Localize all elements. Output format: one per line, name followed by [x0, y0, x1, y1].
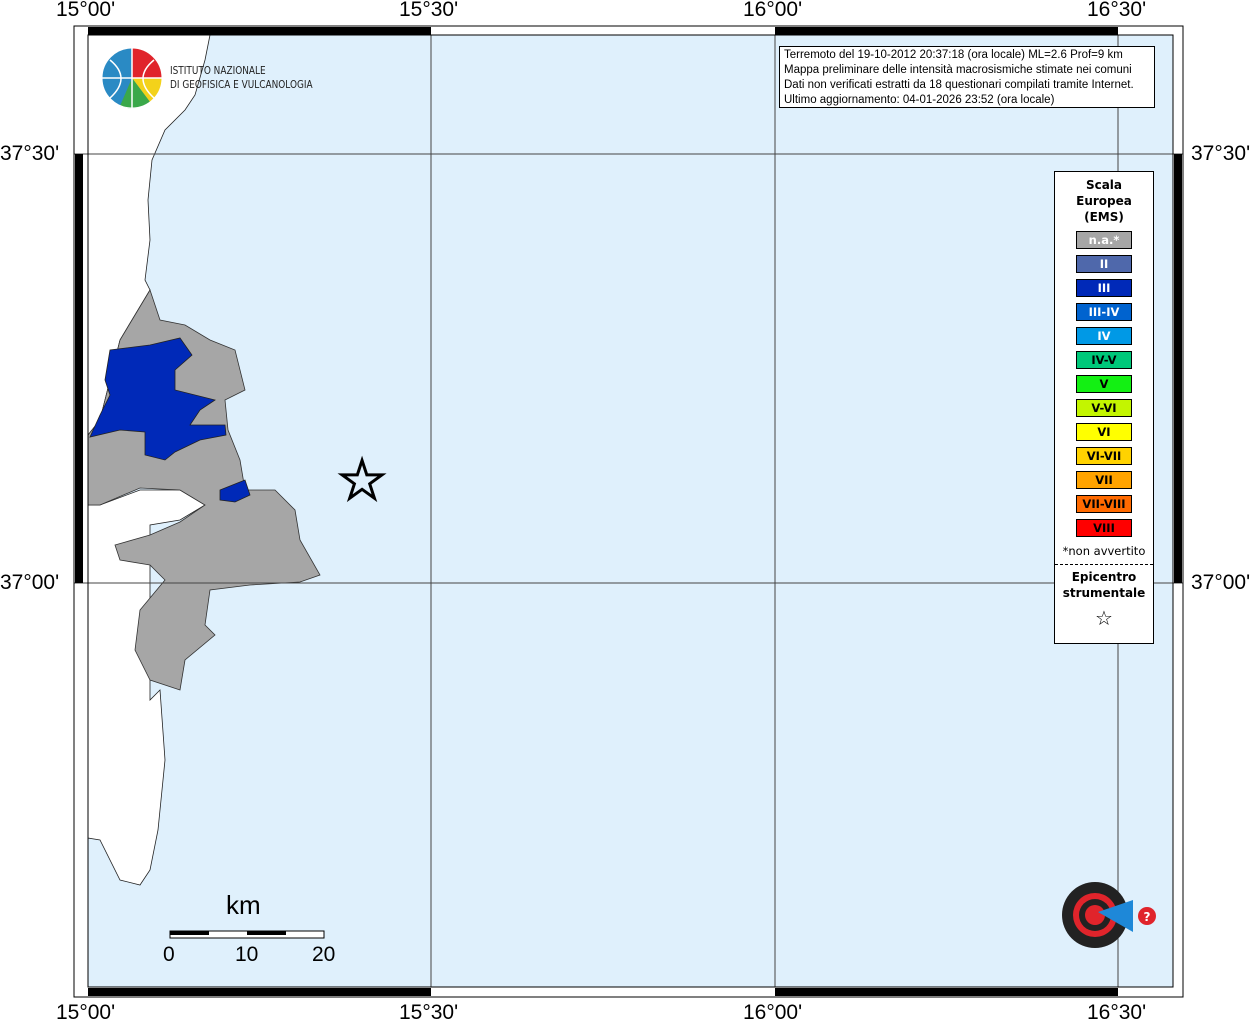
lon-label-bottom-4: 16°30' — [1087, 1001, 1147, 1024]
scale-unit: km — [226, 890, 261, 920]
map-frame — [73, 25, 1184, 998]
epicenter-star-icon: ★ — [339, 451, 386, 511]
haisentito-logo-icon: ? — [1062, 882, 1156, 948]
legend-swatch: VII-VIII — [1076, 495, 1132, 513]
lat-label-right-1: 37°30' — [1191, 142, 1251, 165]
legend-swatch: VI-VII — [1076, 447, 1132, 465]
legend-swatch: III — [1076, 279, 1132, 297]
svg-text:?: ? — [1144, 910, 1151, 924]
info-line-4: Ultimo aggiornamento: 04-01-2026 23:52 (… — [784, 94, 1055, 106]
ingv-line2: DI GEOFISICA E VULCANOLOGIA — [170, 79, 313, 91]
lon-label-top-4: 16°30' — [1087, 0, 1147, 21]
legend-swatch: VI — [1076, 423, 1132, 441]
lon-label-bottom-2: 15°30' — [399, 1001, 459, 1024]
ems-legend: Scala Europea (EMS) n.a.* II III III-IV IV IV… — [1054, 171, 1154, 644]
lon-label-top-3: 16°00' — [743, 0, 803, 21]
lon-label-top-1: 15°00' — [56, 0, 116, 21]
legend-note: *non avvertito — [1062, 544, 1146, 558]
legend-swatch: n.a.* — [1076, 231, 1132, 249]
lon-label-bottom-1: 15°00' — [56, 1001, 116, 1024]
legend-swatch: V-VI — [1076, 399, 1132, 417]
legend-swatch: IV — [1076, 327, 1132, 345]
legend-swatch: VII — [1076, 471, 1132, 489]
legend-title-3: (EMS) — [1084, 210, 1124, 224]
legend-swatch: III-IV — [1076, 303, 1132, 321]
legend-divider — [1055, 564, 1153, 565]
legend-swatch: II — [1076, 255, 1132, 273]
ingv-logo-icon — [101, 47, 163, 109]
legend-swatch: V — [1076, 375, 1132, 393]
lat-label-left-1: 37°30' — [0, 142, 60, 165]
legend-swatch: VIII — [1076, 519, 1132, 537]
scale-tick-10: 10 — [235, 943, 259, 966]
ingv-line1: ISTITUTO NAZIONALE — [170, 65, 266, 77]
intensity-iii-region-small — [219, 479, 251, 503]
info-line-2: Mappa preliminare delle intensità macros… — [784, 64, 1132, 76]
legend-swatch: IV-V — [1076, 351, 1132, 369]
legend-title-1: Scala — [1085, 178, 1123, 192]
intensity-iii-region — [89, 337, 227, 461]
scale-tick-0: 0 — [163, 943, 175, 966]
legend-title-2: Europea — [1076, 194, 1132, 208]
info-line-3: Dati non verificati estratti da 18 quest… — [784, 79, 1134, 91]
lon-label-top-2: 15°30' — [399, 0, 459, 21]
lat-label-right-2: 37°00' — [1191, 571, 1251, 594]
legend-epi-1: Epicentro — [1071, 570, 1137, 584]
event-info-box: Terremoto del 19-10-2012 20:37:18 (ora l… — [779, 46, 1155, 108]
lat-label-left-2: 37°00' — [0, 571, 60, 594]
scale-tick-20: 20 — [312, 943, 336, 966]
legend-epi-2: strumentale — [1062, 586, 1146, 600]
legend-star-icon: ☆ — [1095, 606, 1113, 630]
scale-bar — [169, 930, 325, 939]
lon-label-bottom-3: 16°00' — [743, 1001, 803, 1024]
ingv-logo-text: ISTITUTO NAZIONALE DI GEOFISICA E VULCAN… — [170, 64, 313, 92]
info-line-1: Terremoto del 19-10-2012 20:37:18 (ora l… — [784, 49, 1123, 61]
